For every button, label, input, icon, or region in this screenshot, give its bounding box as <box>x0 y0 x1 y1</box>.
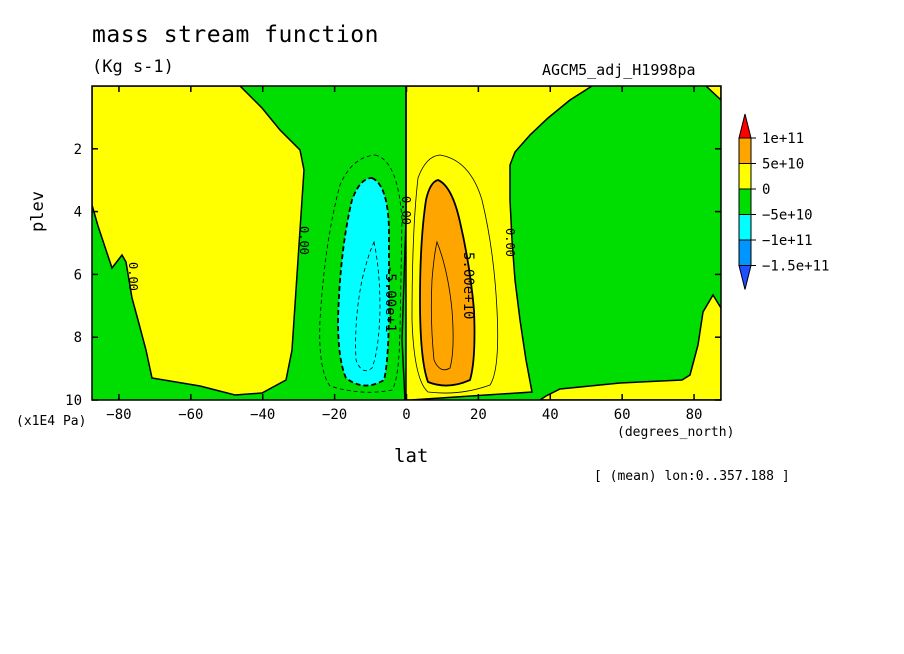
x-tick-label: −40 <box>250 407 275 423</box>
y-axis-unit: (x1E4 Pa) <box>16 414 87 429</box>
colorbar-bottom-triangle <box>738 265 752 290</box>
positive-cell-inner-contour <box>430 240 454 371</box>
y-tick-label: 6 <box>74 267 82 283</box>
contour-label-zero-equator: 0.00 <box>399 196 413 225</box>
zero-contour-equator <box>401 86 407 400</box>
x-tick-label: 0 <box>402 407 410 423</box>
averaging-note: [ (mean) lon:0..357.188 ] <box>594 469 790 484</box>
negative-cell-outer-contour <box>319 154 403 393</box>
colorbar-box <box>738 188 752 215</box>
positive-cell-fill <box>419 179 476 387</box>
y-tick-label: 2 <box>74 142 82 158</box>
y-tick-label: 10 <box>65 393 82 409</box>
negative-cell-inner-contour <box>355 240 381 372</box>
chart-units: (Kg s-1) <box>92 57 174 77</box>
colorbar: 1e+11 5e+10 0 −5e+10 −1e+11 −1.5e+11 <box>738 113 829 290</box>
colorbar-box <box>738 214 752 241</box>
y-tick-label: 8 <box>74 330 82 346</box>
contour-label-zero-30n: 0.00 <box>503 228 517 257</box>
contour-label-zero-30s: 0.00 <box>297 226 311 255</box>
colorbar-box <box>738 137 752 164</box>
positive-cell-outer-contour <box>411 154 499 394</box>
x-axis-unit: (degrees_north) <box>617 425 735 440</box>
x-tick-label: 80 <box>686 407 703 423</box>
colorbar-box <box>738 239 752 266</box>
colorbar-label: −1e+11 <box>762 233 813 249</box>
x-tick-label: 40 <box>542 407 559 423</box>
x-tick-label: 60 <box>614 407 631 423</box>
y-ticks: 2 4 6 8 10 <box>65 142 721 409</box>
colorbar-label: 1e+11 <box>762 131 804 147</box>
x-tick-label: −80 <box>106 407 131 423</box>
colorbar-label: 0 <box>762 182 770 198</box>
colorbar-label: −1.5e+11 <box>762 259 829 275</box>
chart-title: mass stream function <box>92 22 379 48</box>
x-tick-label: −60 <box>178 407 203 423</box>
plot-area <box>92 86 721 400</box>
colorbar-label: −5e+10 <box>762 208 813 224</box>
colorbar-label: 5e+10 <box>762 157 804 173</box>
x-ticks: −80 −60 −40 −20 0 20 40 60 80 <box>106 86 702 423</box>
colorbar-top-triangle <box>738 113 752 139</box>
colorbar-box <box>738 163 752 190</box>
nh-polar-positive-region <box>538 86 721 400</box>
contour-label-zero-78s: 0.00 <box>126 262 140 291</box>
x-tick-label: 20 <box>470 407 487 423</box>
y-tick-label: 4 <box>74 205 82 221</box>
run-name: AGCM5_adj_H1998pa <box>542 61 696 79</box>
negative-cell-fill <box>337 177 390 387</box>
contour-label-negative: -5.00e+1 <box>382 265 398 332</box>
sh-positive-region <box>92 86 305 396</box>
x-tick-label: −20 <box>322 407 347 423</box>
contour-label-positive: 5.00e+10 <box>460 252 476 319</box>
x-axis-label: lat <box>394 445 429 467</box>
